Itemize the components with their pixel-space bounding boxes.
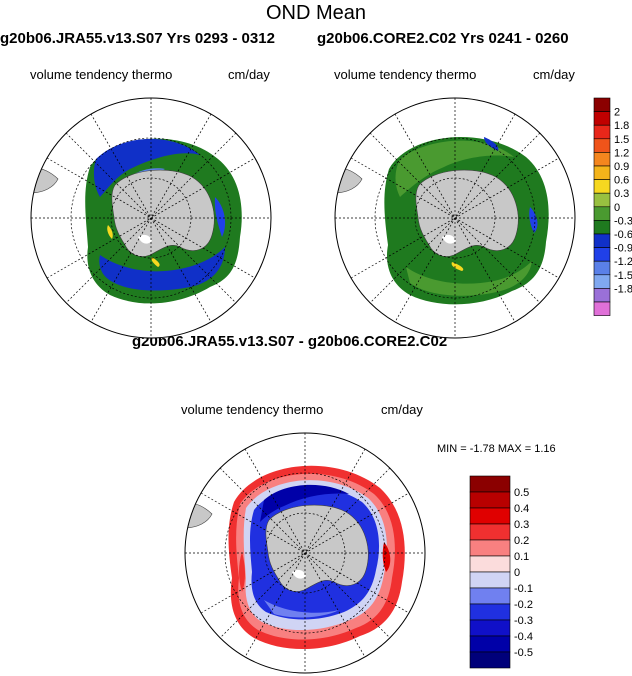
colorbar-box bbox=[593, 138, 611, 153]
colorbar-tick-label: -1.2 bbox=[614, 256, 632, 268]
colorbar-box bbox=[469, 651, 511, 669]
colorbar-tick-label: -1.5 bbox=[614, 270, 632, 282]
colorbar-box bbox=[593, 260, 611, 276]
colorbar-tick-label: -1.8 bbox=[614, 283, 632, 295]
colorbar-tick-label: -0.5 bbox=[514, 647, 533, 659]
colorbar-box bbox=[469, 491, 511, 509]
polar-map-1 bbox=[30, 97, 272, 339]
colorbar-box bbox=[469, 475, 511, 493]
colorbar-box bbox=[593, 124, 611, 140]
colorbar-tick-label: 0.9 bbox=[614, 161, 629, 173]
polar-map-3 bbox=[184, 432, 426, 674]
colorbar-tick-label: 0 bbox=[614, 202, 620, 214]
colorbar-box bbox=[469, 603, 511, 621]
panel-2-units-label: cm/day bbox=[533, 67, 575, 82]
panel-2-field-label: volume tendency thermo bbox=[334, 67, 477, 82]
panel-3-case-label: g20b06.JRA55.v13.S07 - g20b06.CORE2.C02 bbox=[132, 333, 448, 350]
colorbar-tick-label: 0.3 bbox=[514, 519, 529, 531]
colorbar-tick-label: 1.2 bbox=[614, 147, 629, 159]
colorbar-tick-label: 1.5 bbox=[614, 134, 629, 146]
colorbar-tick-label: -0.3 bbox=[614, 215, 632, 227]
colorbar-box bbox=[469, 571, 511, 589]
colorbar-tick-label: 0.3 bbox=[614, 188, 629, 200]
panel-3-field-label: volume tendency thermo bbox=[181, 402, 324, 417]
colorbar-tick-label: -0.9 bbox=[614, 243, 632, 255]
colorbar-top: 21.8 1.51.2 0.9 0.60.3 0-0.3 -0.6 -0.9-1.2 -1.5… bbox=[593, 97, 632, 316]
colorbar-tick-label: -0.1 bbox=[514, 583, 533, 595]
panel-3-units-label: cm/day bbox=[381, 402, 423, 417]
colorbar-tick-label: -0.6 bbox=[614, 229, 632, 241]
panel-3-stats-label: MIN = -1.78 MAX = 1.16 bbox=[437, 443, 556, 455]
colorbar-tick-label: 0.6 bbox=[614, 175, 629, 187]
colorbar-box bbox=[593, 152, 611, 167]
panel-1-case-label: g20b06.JRA55.v13.S07 Yrs 0293 - 0312 bbox=[0, 30, 275, 47]
colorbar-box bbox=[593, 206, 611, 221]
colorbar-box bbox=[593, 192, 611, 208]
polar-map-2 bbox=[334, 97, 576, 339]
colorbar-box bbox=[593, 274, 611, 289]
colorbar-box bbox=[469, 507, 511, 525]
colorbar-tick-label: -0.3 bbox=[514, 615, 533, 627]
colorbar-box bbox=[469, 539, 511, 557]
figure-title: OND Mean bbox=[265, 2, 367, 24]
colorbar-bottom: 0.5 0.4 0.3 0.2 0.1 0 -0.1 -0.2 -0.3 -0.4 -0.5 bbox=[469, 475, 533, 669]
panel-2-case-label: g20b06.CORE2.C02 Yrs 0241 - 0260 bbox=[317, 30, 569, 47]
colorbar-box bbox=[469, 619, 511, 637]
colorbar-box bbox=[593, 247, 611, 262]
colorbar-tick-label: 0.5 bbox=[514, 487, 529, 499]
colorbar-box bbox=[593, 233, 611, 248]
colorbar-tick-label: 1.8 bbox=[614, 120, 629, 132]
colorbar-tick-label: -0.2 bbox=[514, 599, 533, 611]
colorbar-box bbox=[469, 523, 511, 541]
colorbar-box bbox=[593, 179, 611, 194]
colorbar-box bbox=[469, 635, 511, 653]
colorbar-box bbox=[593, 111, 611, 126]
colorbar-box bbox=[469, 587, 511, 605]
colorbar-box bbox=[469, 555, 511, 573]
colorbar-box bbox=[593, 97, 611, 112]
colorbar-tick-label: 0.1 bbox=[514, 551, 529, 563]
colorbar-tick-label: 0 bbox=[514, 567, 520, 579]
panel-1-field-label: volume tendency thermo bbox=[30, 67, 173, 82]
colorbar-box bbox=[593, 165, 611, 180]
colorbar-tick-label: 0.2 bbox=[514, 535, 529, 547]
colorbar-box bbox=[593, 220, 611, 235]
colorbar-tick-label: 2 bbox=[614, 107, 620, 119]
colorbar-box bbox=[593, 288, 611, 303]
colorbar-tick-label: 0.4 bbox=[514, 503, 529, 515]
colorbar-box bbox=[593, 301, 611, 316]
panel-1-units-label: cm/day bbox=[228, 67, 270, 82]
colorbar-tick-label: -0.4 bbox=[514, 631, 533, 643]
